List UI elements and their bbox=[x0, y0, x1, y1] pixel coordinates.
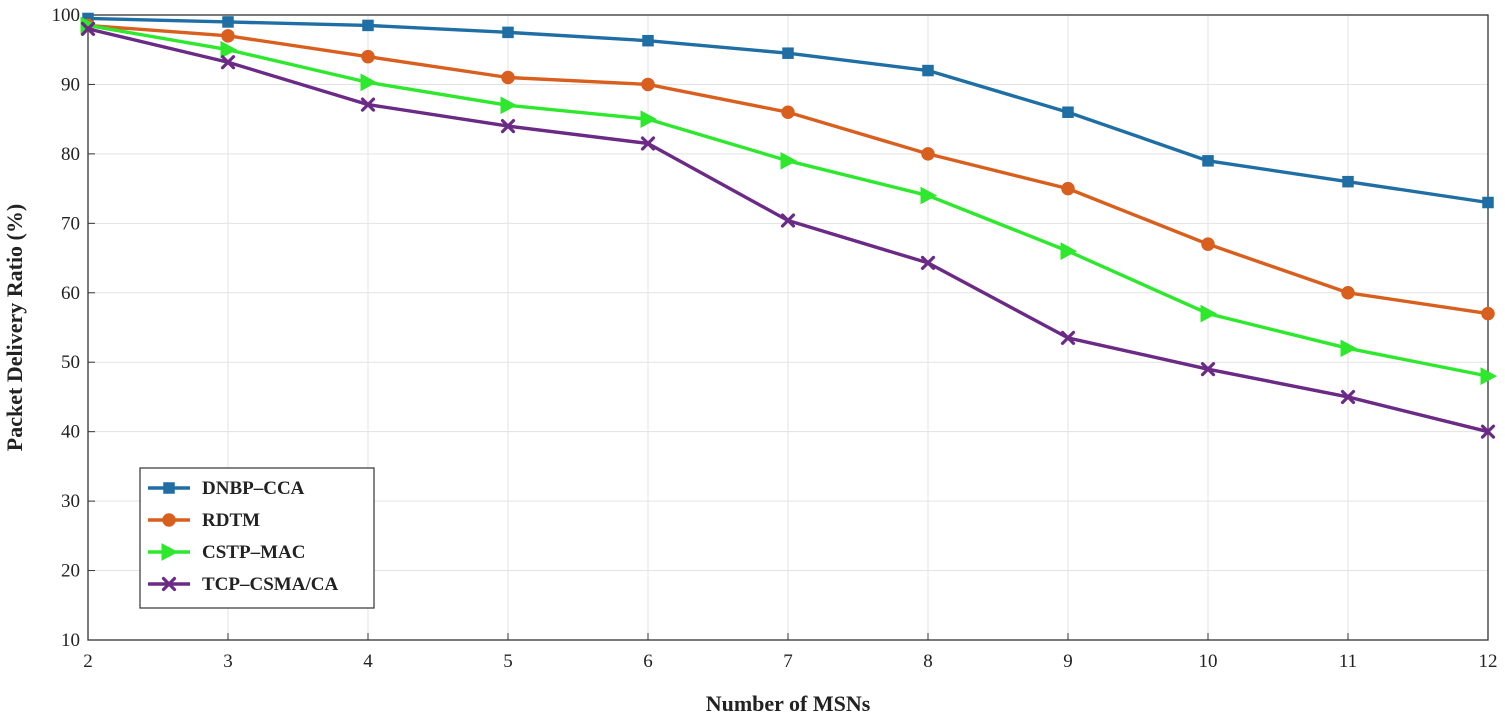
data-point-marker bbox=[922, 64, 934, 77]
y-tick-label: 30 bbox=[61, 491, 80, 512]
data-point-marker bbox=[501, 70, 515, 85]
data-point-marker bbox=[1201, 237, 1215, 251]
data-point-marker bbox=[1062, 106, 1074, 118]
x-tick-label: 3 bbox=[223, 651, 233, 672]
data-point-marker bbox=[220, 55, 236, 70]
data-point-marker bbox=[1060, 242, 1078, 260]
data-point-marker bbox=[1481, 306, 1495, 321]
series-tcp-csma-ca bbox=[80, 21, 1496, 439]
data-point-marker bbox=[161, 543, 179, 561]
x-tick-label: 7 bbox=[783, 651, 793, 672]
data-point-marker bbox=[500, 96, 518, 115]
data-point-marker bbox=[502, 26, 514, 39]
data-point-marker bbox=[640, 110, 658, 128]
data-point-marker bbox=[80, 21, 96, 36]
data-point-marker bbox=[163, 482, 175, 494]
y-tick-label: 70 bbox=[61, 213, 80, 234]
data-point-marker bbox=[1342, 175, 1354, 188]
data-point-marker bbox=[921, 147, 935, 161]
data-point-marker bbox=[360, 97, 376, 112]
x-tick-label: 12 bbox=[1479, 651, 1498, 672]
data-point-marker bbox=[920, 186, 938, 205]
legend-item: DNBP–CCA bbox=[148, 478, 305, 499]
legend: DNBP–CCA RDTM CSTP–MAC TCP–CSMA/CA bbox=[139, 467, 375, 609]
data-point-marker bbox=[780, 151, 798, 170]
x-tick-label: 8 bbox=[923, 651, 933, 672]
data-point-marker bbox=[642, 34, 654, 47]
data-point-marker bbox=[1340, 339, 1358, 358]
legend-item: CSTP–MAC bbox=[148, 542, 305, 563]
x-tick-label: 9 bbox=[1063, 651, 1073, 672]
legend-item: RDTM bbox=[148, 510, 260, 531]
y-tick-label: 90 bbox=[61, 74, 80, 95]
data-point-marker bbox=[161, 576, 177, 592]
data-point-marker bbox=[1202, 155, 1214, 167]
series-lines bbox=[80, 12, 1498, 439]
y-tick-label: 60 bbox=[61, 283, 80, 304]
data-point-marker bbox=[162, 513, 176, 527]
data-point-marker bbox=[641, 77, 655, 92]
series-cstp-mac bbox=[80, 16, 1498, 385]
x-tick-label: 2 bbox=[83, 651, 93, 672]
y-axis-title: Packet Delivery Ratio (%) bbox=[2, 204, 27, 451]
data-point-marker bbox=[1200, 362, 1216, 377]
data-point-marker bbox=[362, 19, 374, 32]
y-axis-ticks: 10 20 30 40 50 60 70 80 90 100 bbox=[52, 5, 95, 651]
x-tick-label: 10 bbox=[1199, 651, 1218, 672]
y-tick-label: 20 bbox=[61, 561, 80, 582]
data-point-marker bbox=[1482, 196, 1494, 209]
legend-label: TCP–CSMA/CA bbox=[202, 574, 338, 595]
x-tick-label: 5 bbox=[503, 651, 513, 672]
data-point-marker bbox=[1480, 367, 1498, 385]
data-point-marker bbox=[1341, 286, 1355, 300]
data-point-marker bbox=[1480, 424, 1496, 439]
y-tick-label: 10 bbox=[61, 630, 80, 651]
data-point-marker bbox=[360, 73, 378, 92]
data-point-marker bbox=[221, 29, 235, 43]
legend-item: TCP–CSMA/CA bbox=[148, 574, 338, 595]
data-point-marker bbox=[220, 40, 238, 59]
x-tick-label: 11 bbox=[1339, 651, 1357, 672]
x-axis-ticks: 2 3 4 5 6 7 8 9 10 11 12 bbox=[83, 633, 1498, 672]
data-point-marker bbox=[780, 213, 796, 228]
y-tick-label: 40 bbox=[61, 422, 80, 443]
data-point-marker bbox=[1200, 304, 1218, 323]
data-point-marker bbox=[1061, 181, 1075, 196]
data-point-marker bbox=[781, 105, 795, 119]
legend-label: CSTP–MAC bbox=[202, 542, 305, 563]
data-point-marker bbox=[361, 49, 375, 64]
legend-label: DNBP–CCA bbox=[202, 478, 305, 499]
data-point-marker bbox=[500, 119, 516, 134]
data-point-marker bbox=[1060, 330, 1076, 346]
y-tick-label: 80 bbox=[61, 144, 80, 165]
y-tick-label: 100 bbox=[52, 5, 81, 26]
data-point-marker bbox=[1340, 389, 1356, 405]
data-point-marker bbox=[920, 255, 936, 271]
y-tick-label: 50 bbox=[61, 352, 80, 373]
series-dnbp-cca bbox=[82, 12, 1494, 209]
x-axis-title: Number of MSNs bbox=[706, 691, 871, 716]
data-point-marker bbox=[782, 47, 794, 59]
data-point-marker bbox=[222, 16, 234, 28]
x-tick-label: 4 bbox=[363, 651, 373, 672]
data-point-marker bbox=[640, 136, 656, 151]
x-tick-label: 6 bbox=[643, 651, 653, 672]
legend-label: RDTM bbox=[202, 510, 260, 531]
